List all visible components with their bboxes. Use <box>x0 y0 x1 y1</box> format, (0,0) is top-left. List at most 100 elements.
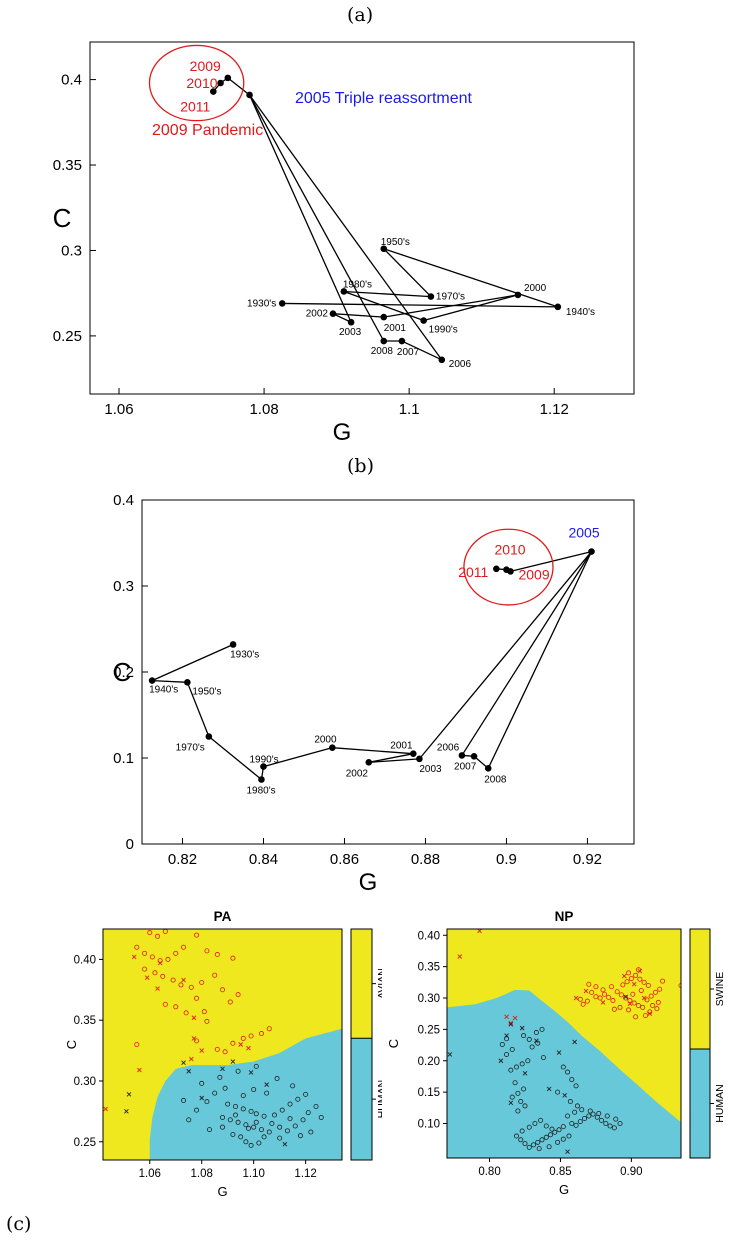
human-circle <box>529 1044 535 1050</box>
human-circle <box>543 1134 549 1140</box>
trajectory-segment <box>423 294 519 322</box>
upper-class-circle <box>618 992 624 998</box>
upper-class-cross <box>155 986 160 991</box>
upper-class-circle <box>149 954 155 960</box>
human-circle <box>308 1129 314 1135</box>
y-tick-label: 0.25 <box>418 1024 440 1036</box>
human-circle <box>613 1116 619 1122</box>
x-tick-label: 0.86 <box>330 851 359 868</box>
upper-class-circle <box>214 1046 220 1052</box>
upper-class-circle <box>609 984 615 990</box>
human-circle <box>566 1133 572 1139</box>
point-label: 2000 <box>524 283 547 294</box>
class-bar-upper <box>690 929 710 1049</box>
upper-class-circle <box>593 994 599 1000</box>
trajectory-segment <box>249 94 443 361</box>
pandemic-ellipse <box>463 528 554 606</box>
upper-class-circle <box>620 982 626 988</box>
y-tick-label: 0.2 <box>113 664 134 681</box>
human-circle <box>560 1124 566 1130</box>
data-point <box>184 679 191 686</box>
upper-class-circle <box>183 1010 189 1016</box>
upper-class-circle <box>617 1004 623 1010</box>
human-circle <box>297 1133 303 1139</box>
upper-class-cross <box>621 973 627 979</box>
upper-class-circle <box>188 984 194 990</box>
chart-a: 1.06 1.08 1.1 1.12 0.25 0.3 0.35 0.4 G C 2000 2001 2… <box>53 41 635 446</box>
y-tick-label: 0.40 <box>74 954 96 966</box>
upper-class-circle <box>134 1041 140 1047</box>
data-point <box>217 79 224 87</box>
upper-class-cross <box>600 1000 606 1005</box>
human-circle <box>540 1055 546 1061</box>
human-circle <box>258 1127 264 1133</box>
human-circle <box>292 1123 298 1129</box>
human-circle <box>504 1051 510 1057</box>
human-circle <box>519 1061 525 1067</box>
human-circle <box>243 1122 249 1128</box>
upper-class-cross <box>508 1020 514 1026</box>
trajectory-segment <box>461 551 593 756</box>
point-label: 1930's <box>230 649 259 660</box>
upper-class-circle <box>230 955 236 961</box>
upper-class-circle <box>162 1001 168 1007</box>
annotation-2009-pandemic: 2009 Pandemic <box>152 122 263 139</box>
human-circle <box>238 1134 244 1140</box>
human-circle <box>565 1113 571 1119</box>
human-circle <box>287 1116 293 1122</box>
human-circle <box>518 1099 524 1105</box>
upper-class-circle <box>638 987 644 993</box>
point-label: 2003 <box>419 764 442 775</box>
human-circle <box>543 1123 549 1129</box>
human-circle <box>611 1125 617 1131</box>
human-circle <box>603 1120 609 1126</box>
human-circle <box>194 1107 200 1113</box>
human-circle <box>569 1077 575 1083</box>
upper-class-cross <box>191 1015 197 1021</box>
point-label: 2002 <box>346 768 369 779</box>
human-circle <box>217 1074 223 1080</box>
human-cross <box>220 1066 225 1072</box>
human-circle <box>549 1126 555 1132</box>
upper-class-circle <box>266 1026 272 1032</box>
upper-class-circle <box>628 976 634 982</box>
class-label-lower: HUMAN <box>714 1084 726 1123</box>
trajectory-segment <box>383 294 519 318</box>
human-cross <box>186 1068 192 1074</box>
human-circle <box>538 1117 544 1123</box>
upper-class-circle <box>633 972 639 978</box>
human-circle <box>186 1117 192 1123</box>
human-circle <box>539 1026 545 1032</box>
human-circle <box>539 1137 545 1143</box>
class-label-upper: AVIAN <box>376 968 382 999</box>
upper-class-cross <box>457 954 463 959</box>
y-tick-label: 0.40 <box>418 930 440 942</box>
human-circle <box>518 1137 524 1143</box>
upper-class-circle <box>142 966 148 972</box>
trajectory-segment <box>248 94 352 323</box>
x-tick-label: 0.84 <box>249 851 278 868</box>
x-tick-label: 1.08 <box>249 401 278 418</box>
pandemic-ellipse <box>148 44 245 122</box>
human-cross <box>282 1141 288 1147</box>
upper-class-circle <box>240 1035 246 1041</box>
upper-class-circle <box>626 1007 632 1013</box>
upper-class-circle <box>650 1003 656 1009</box>
point-label: 1950's <box>381 237 410 248</box>
human-circle <box>521 1086 527 1092</box>
upper-class-circle <box>652 989 658 995</box>
human-circle <box>560 1064 566 1070</box>
y-tick-label: 0.35 <box>418 962 440 974</box>
human-cross <box>508 1022 514 1027</box>
human-circle <box>617 1120 623 1126</box>
upper-class-cross <box>504 1014 509 1020</box>
human-circle <box>243 1139 249 1145</box>
upper-class-circle <box>589 989 595 995</box>
upper-class-circle <box>660 978 666 984</box>
x-tick-label: 0.82 <box>168 851 197 868</box>
trajectory-segment <box>510 550 592 573</box>
point-label: 2001 <box>390 741 413 752</box>
upper-class-circle <box>134 944 140 950</box>
upper-class-circle <box>644 997 650 1003</box>
upper-class-circle <box>640 1004 646 1010</box>
